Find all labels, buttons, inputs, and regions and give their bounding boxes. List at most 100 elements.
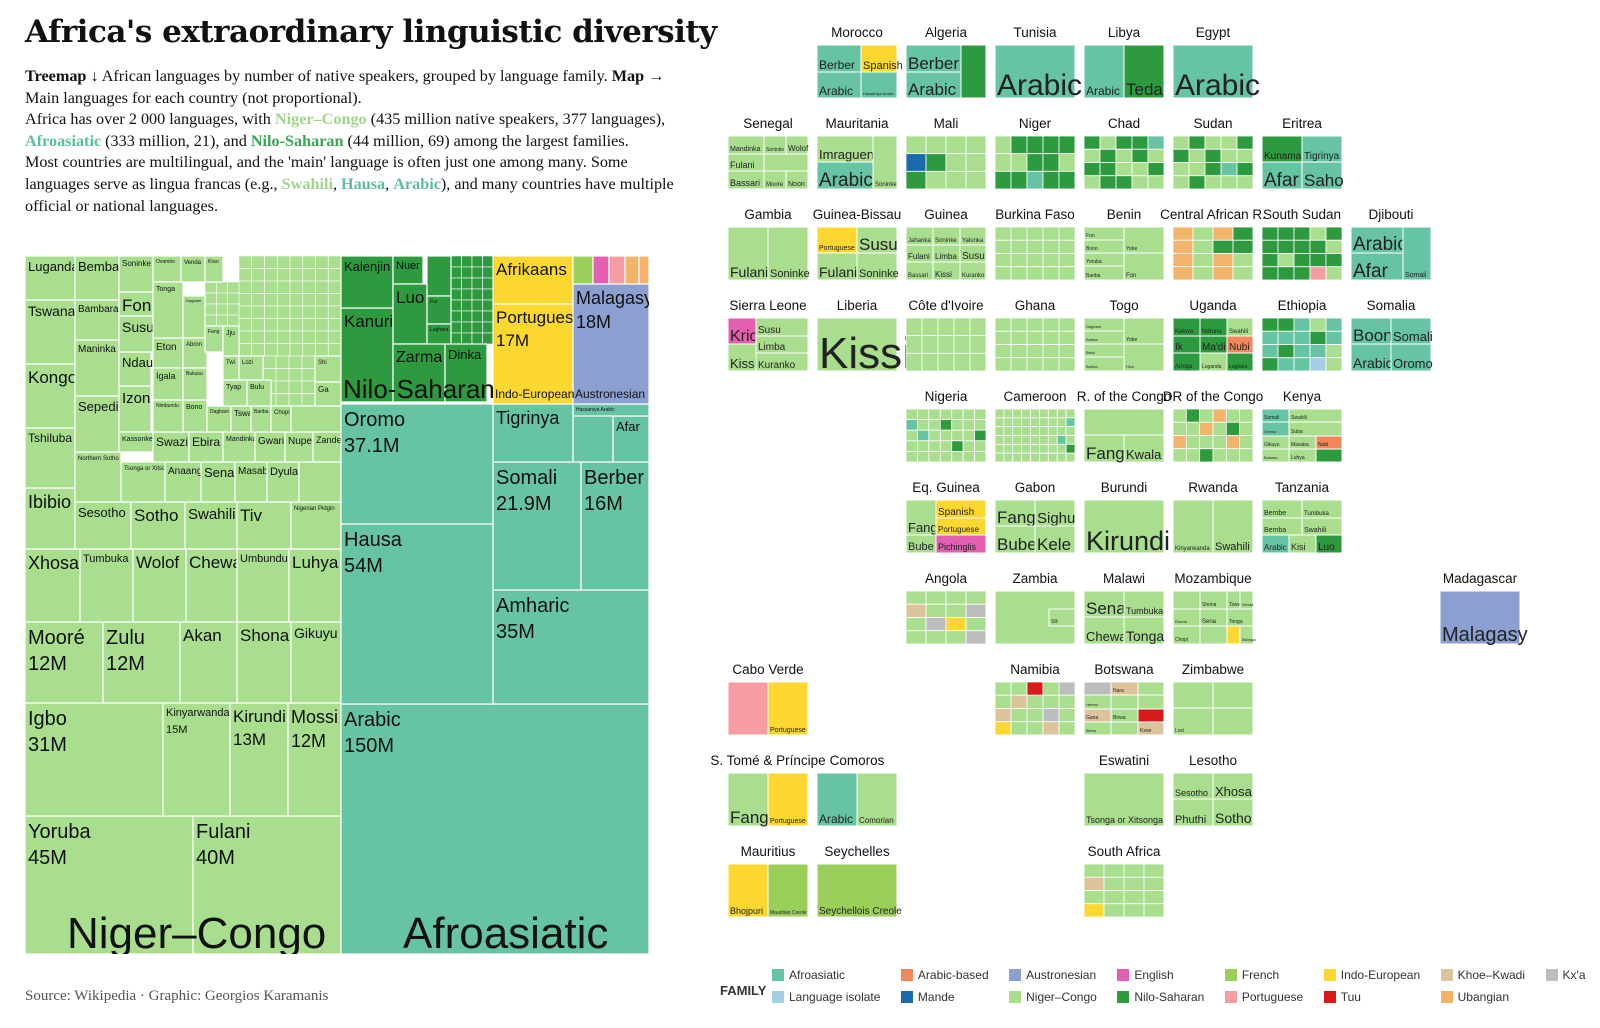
country-language-cell [1239,590,1254,610]
country-language-label: Ik [1175,342,1184,353]
treemap-label: Lughara [430,327,449,333]
country-language-label: Yalunka [962,238,984,244]
legend-item-kx-a: Kx'a [1545,968,1592,982]
country-language-cell [925,603,947,618]
treemap-label: Shi [318,360,327,366]
treemap-minor-cell [288,393,303,407]
treemap-minor-cell [262,355,277,369]
country-language-cell [1439,590,1521,645]
treemap-minor-cell [461,332,473,345]
country-language-cell [1239,448,1254,463]
treemap-value: 35M [496,621,535,643]
country-rwanda: Rwanda Kinyarwanda Swahili [1172,480,1254,554]
legend-item-arabic-based: Arabic-based [900,968,995,982]
country-language-label: Kirundi [1086,526,1170,556]
treemap-cell [298,461,342,503]
country-name: Madagascar [1443,571,1518,586]
country-language-label: Susu [859,235,898,254]
treemap-label: Tswa [234,409,253,418]
treemap-label: Tshiluba [28,431,72,445]
country-language-cell [994,317,1012,332]
treemap-rect [74,339,120,397]
treemap-label: Xhosa [28,553,80,573]
country-language-cell [1277,226,1295,241]
country-language-cell [785,170,809,190]
treemap-minor-cell [276,280,291,294]
country-name: Djibouti [1368,207,1413,222]
country-language-label: Kinyarwanda [1175,546,1210,552]
country-language-cell [1083,226,1125,241]
country-name: Burkina Faso [995,207,1075,222]
country-language-label: Sighu [1037,510,1075,527]
country-name: Liberia [837,298,878,313]
country-language-cell [1058,721,1076,736]
country-language-cell [928,429,941,442]
treemap-rect [25,256,76,301]
treemap-value: 21.9M [496,493,552,515]
country-language-cell [1172,44,1254,99]
treemap-minor-cell [315,268,329,282]
country-language-cell [1115,148,1133,163]
country-language-cell [945,135,967,155]
country-language-cell [928,440,941,452]
country-togo: Togo Dagbani Bariba Bisai Bariba Yobe Hick [1083,298,1165,372]
country-language-label: Bariba [1086,364,1098,369]
treemap-rect [254,431,286,463]
country-language-cell [1261,499,1303,519]
country-language-cell [1309,330,1327,345]
country-language-cell [1083,162,1101,177]
country-language-cell [767,863,809,918]
country-language-cell [1010,708,1028,723]
treemap-label: Sepedi [78,399,119,414]
country-language-cell [1325,253,1343,268]
niger-congo-family-label: Niger–Congo [67,909,326,954]
treemap-minor-cell [288,368,303,382]
treemap-label: Bulu [250,384,264,391]
country-language-label: Bemba [1264,527,1286,534]
country-language-label: Soninke [770,268,810,280]
treemap-minor-cell [204,314,217,327]
country-language-cell [1021,435,1031,445]
country-language-cell [1325,344,1343,359]
country-language-cell [1042,330,1060,345]
country-language-cell [965,617,987,632]
country-language-label: Limba [935,252,957,261]
treemap-value: 40M [196,847,235,869]
country-language-cell [1239,435,1254,450]
country-s-tom-pr-ncipe: S. Tomé & Príncipe Fang Portuguese [710,753,825,827]
country-language-label: Kunama [1264,151,1302,162]
treemap-cell-kinyarwanda: Kinyarwanda 15M [162,702,231,817]
country-language-cell [1204,162,1222,177]
country-language-label: Portuguese [770,727,806,734]
treemap-minor-cell [238,268,253,282]
treemap-rect [236,621,292,704]
treemap-cell-kongo: Kongo [25,363,77,429]
legend-swatch [1009,991,1022,1003]
country-name: Malawi [1103,571,1145,586]
country-language-cell [1277,330,1295,345]
treemap-rect [572,283,649,405]
treemap-minor-cell [327,256,342,269]
country-language-cell [727,226,769,281]
country-language-label: Mauritian Creole [770,910,807,916]
treemap-cell-umbundu: Umbundu [236,548,290,623]
country-name: Sierra Leone [729,298,806,313]
country-language-label: Imraguen [819,147,874,162]
treemap-minor-cell [288,380,303,394]
treemap-cell-lozi: Lozi [238,355,264,381]
treemap-minor-cell [461,310,473,323]
country-language-cell [1058,153,1076,172]
country-language-cell [1188,162,1206,177]
country-language-cell [1021,417,1031,428]
country-language-cell [937,317,955,337]
treemap-label: Shona [240,626,290,645]
treemap-minor-cell [482,299,494,312]
treemap-cell-moor: Mooré 12M [25,621,104,704]
country-zambia: Zambia Sili [994,571,1076,645]
country-language-label: Swahili [1215,541,1250,553]
country-language-cell [1261,253,1279,268]
treemap-label: Mandinka [226,436,256,443]
legend-item-ubangian: Ubangian [1440,990,1532,1004]
treemap-rect [200,461,236,503]
treemap-minor-cell [450,288,462,301]
